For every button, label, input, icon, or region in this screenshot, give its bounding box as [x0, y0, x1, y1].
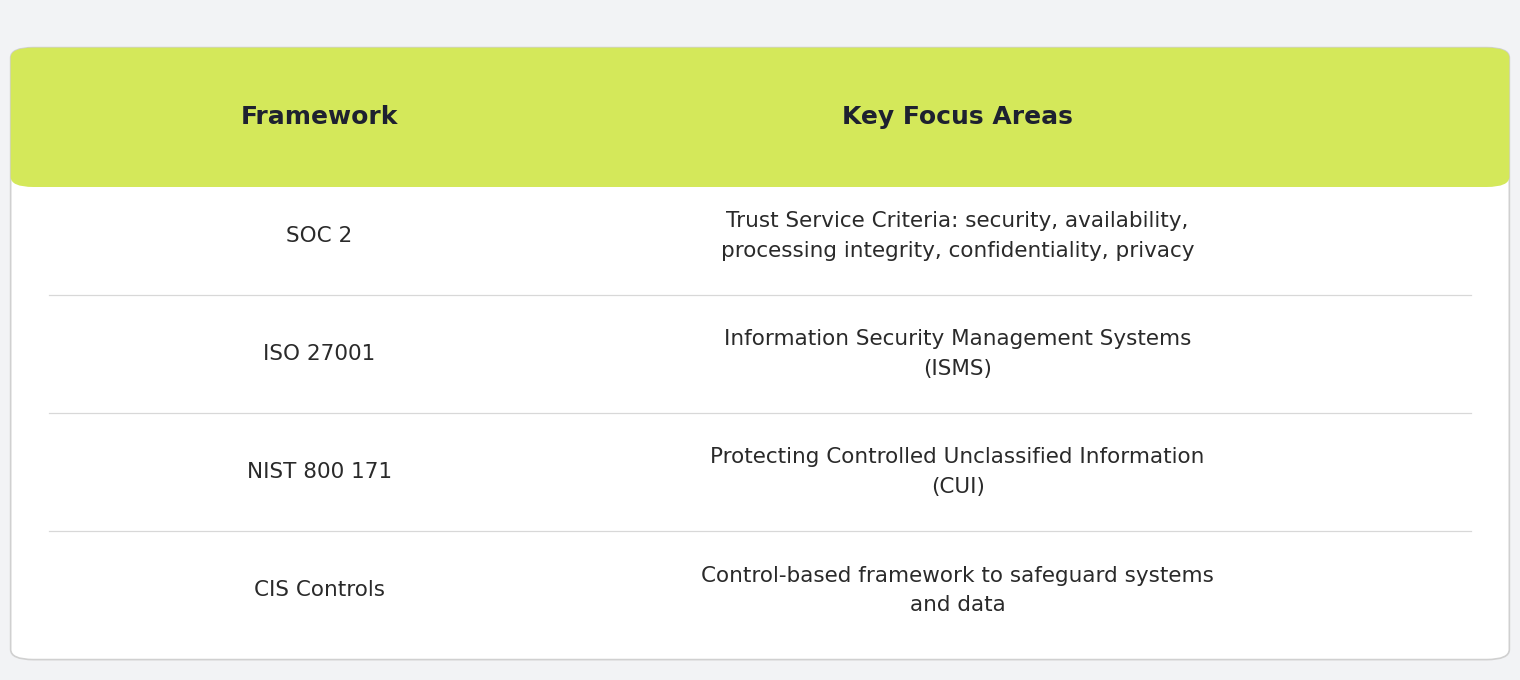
Text: SOC 2: SOC 2: [286, 226, 353, 246]
Text: CIS Controls: CIS Controls: [254, 580, 385, 600]
Text: Protecting Controlled Unclassified Information
(CUI): Protecting Controlled Unclassified Infor…: [710, 447, 1205, 497]
FancyBboxPatch shape: [11, 48, 1509, 187]
Text: NIST 800 171: NIST 800 171: [246, 462, 392, 482]
FancyBboxPatch shape: [11, 48, 1509, 660]
Text: Information Security Management Systems
(ISMS): Information Security Management Systems …: [724, 329, 1192, 379]
Text: Control-based framework to safeguard systems
and data: Control-based framework to safeguard sys…: [701, 566, 1214, 615]
Bar: [33, 123, 1487, 177]
Text: Trust Service Criteria: security, availability,
processing integrity, confidenti: Trust Service Criteria: security, availa…: [720, 211, 1195, 260]
Text: Key Focus Areas: Key Focus Areas: [842, 105, 1073, 129]
Text: ISO 27001: ISO 27001: [263, 344, 375, 364]
Text: Framework: Framework: [240, 105, 398, 129]
